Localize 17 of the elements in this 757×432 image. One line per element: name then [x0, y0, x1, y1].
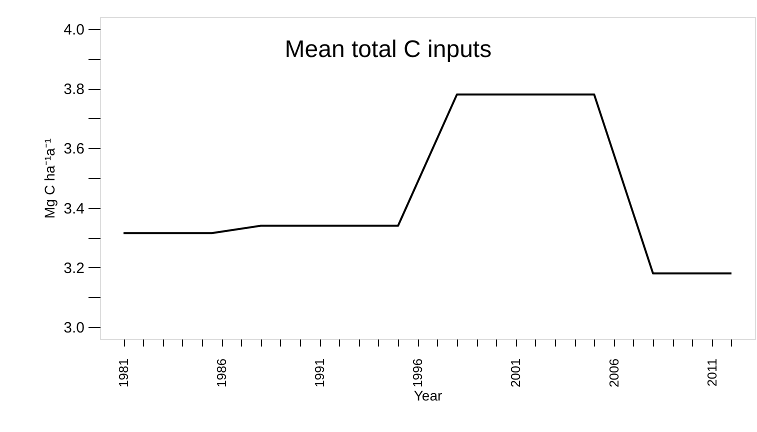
x-tick-label: 1986 — [214, 358, 230, 388]
x-axis-title: Year — [414, 387, 442, 404]
y-tick-label: 3.4 — [64, 200, 84, 218]
y-tick-label: 4.0 — [64, 21, 84, 38]
x-tick-label: 2001 — [508, 358, 524, 388]
x-tick-label: 2011 — [704, 358, 720, 386]
y-tick-label: 3.8 — [64, 81, 84, 98]
x-tick-label: 2006 — [606, 358, 622, 388]
line-series — [122, 94, 732, 274]
y-tick-label: 3.0 — [64, 320, 84, 337]
y-tick-label: 3.2 — [64, 260, 84, 277]
x-tick-label: 1991 — [312, 358, 328, 388]
x-tick-label: 1981 — [116, 358, 132, 388]
text: Mean total C inputs — [284, 36, 492, 63]
y-axis-title: Mg C ha⁻¹a⁻¹ — [42, 138, 58, 219]
y-tick-label: 3.6 — [64, 140, 84, 158]
x-tick-label: 1996 — [410, 358, 426, 388]
